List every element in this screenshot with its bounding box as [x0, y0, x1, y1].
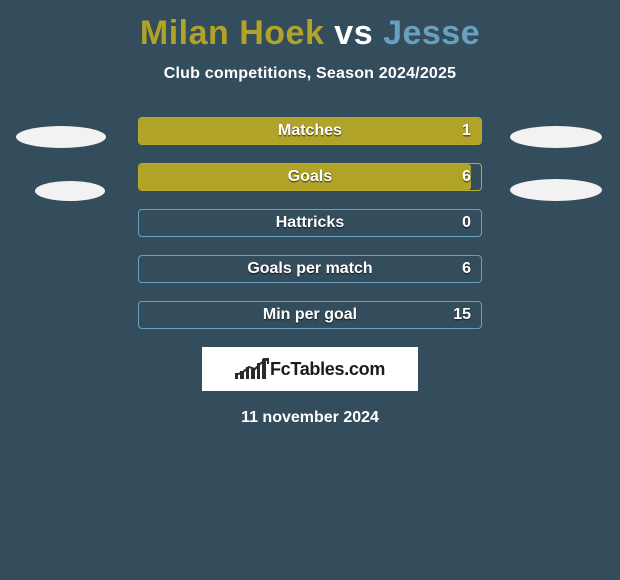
- date-label: 11 november 2024: [0, 409, 620, 427]
- stat-label: Matches: [139, 118, 481, 144]
- stat-label: Hattricks: [139, 210, 481, 236]
- fctables-logo: FcTables.com: [202, 347, 418, 391]
- stat-value: 6: [462, 164, 471, 190]
- stat-rows: Matches 1 Goals 6 Hattricks 0 Goals per …: [138, 117, 482, 329]
- logo-text: FcTables.com: [270, 359, 385, 380]
- stat-row: Goals 6: [138, 163, 482, 191]
- logo-bar: [235, 373, 239, 379]
- stat-value: 1: [462, 118, 471, 144]
- stat-value: 0: [462, 210, 471, 236]
- stat-row: Matches 1: [138, 117, 482, 145]
- decor-ellipse: [510, 126, 602, 148]
- stat-row: Goals per match 6: [138, 255, 482, 283]
- page-title: Milan Hoek vs Jesse: [0, 0, 620, 53]
- logo-bar: [257, 363, 261, 379]
- logo-bar: [251, 369, 255, 379]
- decor-ellipse: [35, 181, 105, 201]
- title-player2: Jesse: [383, 14, 480, 52]
- logo-bar: [240, 371, 244, 379]
- stat-value: 6: [462, 256, 471, 282]
- decor-ellipse: [510, 179, 602, 201]
- stat-label: Goals per match: [139, 256, 481, 282]
- decor-ellipse: [16, 126, 106, 148]
- logo-inner: FcTables.com: [235, 359, 385, 380]
- stat-label: Min per goal: [139, 302, 481, 328]
- stat-label: Goals: [139, 164, 481, 190]
- stat-row: Min per goal 15: [138, 301, 482, 329]
- title-vs: vs: [324, 14, 383, 52]
- subtitle: Club competitions, Season 2024/2025: [0, 65, 620, 83]
- logo-bar: [262, 359, 266, 379]
- logo-bar: [246, 367, 250, 379]
- logo-bars-icon: [235, 359, 266, 379]
- stat-row: Hattricks 0: [138, 209, 482, 237]
- title-player1: Milan Hoek: [140, 14, 324, 52]
- stat-value: 15: [453, 302, 471, 328]
